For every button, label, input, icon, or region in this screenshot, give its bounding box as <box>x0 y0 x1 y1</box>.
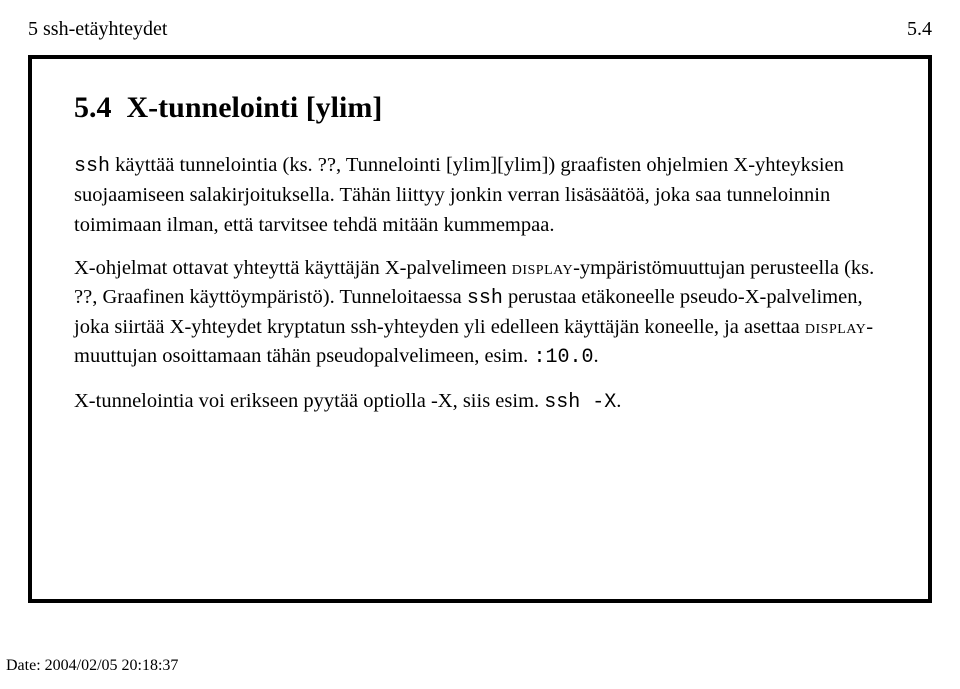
paragraph-3: X-tunnelointia voi erikseen pyytää optio… <box>74 387 886 417</box>
display-sc-2: display <box>805 316 866 338</box>
code-display-num: :10.0 <box>533 346 593 369</box>
paragraph-2: X-ohjelmat ottavat yhteyttä käyttäjän X-… <box>74 254 886 373</box>
page-header: 5 ssh-etäyhteydet 5.4 <box>28 18 932 41</box>
section-number: 5.4 <box>74 91 112 124</box>
content-frame: 5.4 X-tunnelointi [ylim] ssh käyttää tun… <box>28 55 932 603</box>
paragraph-1: ssh käyttää tunnelointia (ks. ??, Tunnel… <box>74 151 886 240</box>
page-footer: Date: 2004/02/05 20:18:37 <box>6 657 178 675</box>
p2-text5: . <box>593 345 598 367</box>
section-heading: X-tunnelointi [ylim] <box>127 91 383 124</box>
p2-text1: X-ohjelmat ottavat yhteyttä käyttäjän X-… <box>74 257 512 279</box>
code-ssh-2: ssh <box>467 287 503 310</box>
p1-text: käyttää tunnelointia (ks. ??, Tunneloint… <box>74 154 844 236</box>
header-right: 5.4 <box>907 18 932 41</box>
code-ssh-x: ssh -X <box>544 391 616 414</box>
p3-text1: X-tunnelointia voi erikseen pyytää optio… <box>74 390 544 412</box>
display-sc-1: display <box>512 257 573 279</box>
p3-text2: . <box>616 390 621 412</box>
section-title: 5.4 X-tunnelointi [ylim] <box>74 91 886 125</box>
header-left: 5 ssh-etäyhteydet <box>28 18 167 41</box>
code-ssh: ssh <box>74 155 110 178</box>
